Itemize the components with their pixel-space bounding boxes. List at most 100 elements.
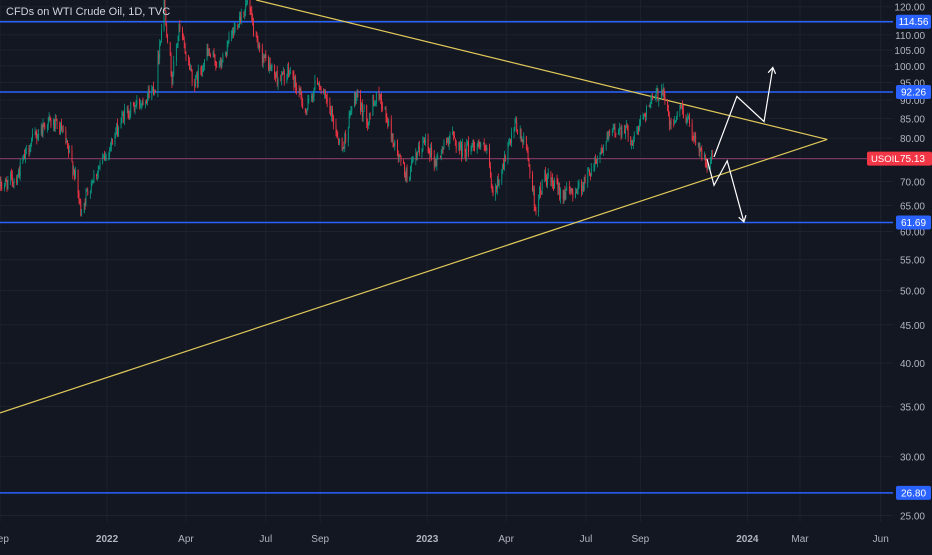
- candle-body: [307, 108, 308, 112]
- candle-body: [86, 191, 87, 204]
- candle-body: [370, 114, 371, 115]
- candle-body: [573, 191, 574, 197]
- candle-body: [680, 105, 681, 108]
- y-tick-label: 110.00: [895, 31, 925, 42]
- candle-body: [223, 55, 224, 63]
- candle-body: [145, 101, 146, 105]
- candle-body: [295, 78, 296, 87]
- candle-body: [12, 175, 13, 182]
- candle-body: [581, 183, 582, 191]
- candle-body: [289, 74, 290, 75]
- candle-body: [299, 91, 300, 93]
- candle-body: [30, 150, 31, 152]
- candle-body: [111, 139, 112, 147]
- candle-body: [115, 135, 116, 144]
- y-tick-label: 35.00: [900, 402, 925, 413]
- candle-body: [379, 92, 380, 98]
- candle-body: [305, 109, 306, 112]
- candle-body: [158, 55, 159, 59]
- candle-body: [207, 48, 208, 60]
- candle-body: [693, 137, 694, 138]
- candle-body: [263, 57, 264, 63]
- candle-body: [308, 100, 309, 108]
- candle-body: [387, 118, 388, 126]
- candle-body: [151, 87, 152, 98]
- candle-body: [575, 192, 576, 198]
- candle-body: [68, 147, 69, 153]
- candle-body: [118, 128, 119, 136]
- candle-body: [241, 14, 242, 21]
- candle-body: [405, 175, 406, 178]
- candle-body: [520, 129, 521, 134]
- candle-body: [197, 74, 198, 83]
- candle-body: [277, 71, 278, 84]
- candle-body: [590, 175, 591, 177]
- candle-body: [231, 36, 232, 37]
- candle-body: [36, 133, 37, 135]
- candle-body: [317, 80, 318, 84]
- candle-body: [179, 24, 180, 36]
- candle-body: [579, 183, 580, 187]
- candle-body: [356, 97, 357, 103]
- candle-body: [619, 128, 620, 130]
- candle-body: [583, 186, 584, 189]
- candle-body: [644, 114, 645, 115]
- candle-body: [645, 115, 646, 116]
- candle-body: [656, 91, 657, 98]
- candle-body: [401, 156, 402, 160]
- candle-body: [42, 126, 43, 133]
- x-tick-label: Sep: [311, 534, 329, 545]
- candle-body: [326, 95, 327, 98]
- candle-body: [677, 111, 678, 116]
- candle-body: [17, 177, 18, 183]
- candle-body: [663, 88, 664, 93]
- x-axis[interactable]: Sep2022AprJulSep2023AprJulSep2024MarJun: [0, 522, 893, 550]
- candle-body: [339, 139, 340, 143]
- candle-body: [196, 74, 197, 76]
- candle-body: [44, 124, 45, 126]
- x-tick-label: 2022: [96, 534, 119, 545]
- candle-body: [436, 161, 437, 166]
- candle-body: [541, 193, 542, 194]
- candle-body: [106, 155, 107, 156]
- candle-body: [191, 68, 192, 70]
- candle-body: [622, 130, 623, 134]
- y-tick-label: 40.00: [900, 359, 925, 370]
- y-axis[interactable]: 120.00115.00110.00105.00100.0095.0090.00…: [893, 0, 932, 550]
- candle-body: [681, 105, 682, 108]
- candle-body: [228, 41, 229, 42]
- candle-body: [578, 186, 579, 190]
- candle-body: [529, 160, 530, 167]
- candle-body: [380, 94, 381, 98]
- candle-body: [539, 188, 540, 199]
- candle-body: [523, 137, 524, 143]
- candle-body: [360, 95, 361, 111]
- candle-body: [355, 92, 356, 103]
- candle-body: [16, 179, 17, 182]
- candle-body: [336, 125, 337, 132]
- candle-body: [203, 66, 204, 70]
- y-tick-label: 100.00: [894, 62, 925, 73]
- candle-body: [682, 105, 683, 110]
- candle-body: [406, 169, 407, 179]
- candle-body: [128, 108, 129, 116]
- candle-body: [134, 103, 135, 109]
- candle-body: [651, 99, 652, 104]
- candle-body: [630, 137, 631, 145]
- candle-body: [23, 160, 24, 162]
- candle-body: [504, 156, 505, 169]
- candle-body: [252, 19, 253, 23]
- candle-body: [271, 67, 272, 68]
- candle-body: [473, 140, 474, 147]
- candle-body: [422, 150, 423, 153]
- candle-body: [637, 127, 638, 131]
- candle-body: [90, 191, 91, 194]
- candle-body: [409, 178, 410, 180]
- candle-body: [184, 40, 185, 44]
- candle-body: [109, 147, 110, 153]
- candle-body: [397, 140, 398, 154]
- candle-body: [705, 155, 706, 162]
- candle-body: [551, 178, 552, 183]
- candle-body: [240, 17, 241, 22]
